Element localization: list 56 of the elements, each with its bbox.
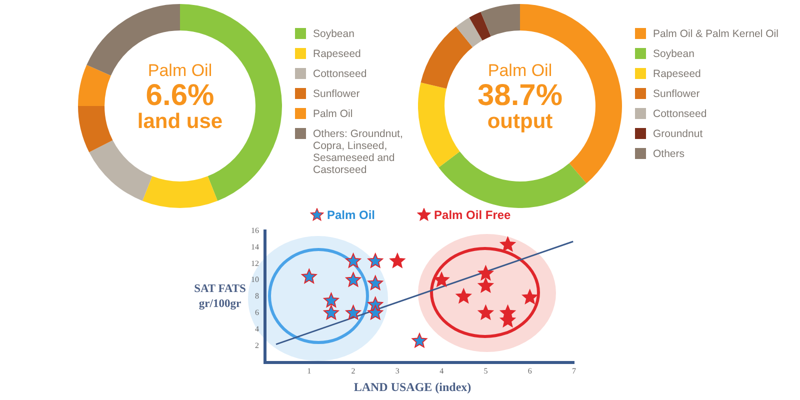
- x-tick-label: 2: [351, 366, 356, 376]
- y-tick-label: 6: [255, 308, 259, 318]
- legend-label: Sunflower: [313, 88, 360, 100]
- x-tick-label: 7: [572, 366, 576, 376]
- point: [500, 236, 516, 252]
- x-tick-label: 6: [528, 366, 532, 376]
- text: Palm Oil: [486, 61, 554, 80]
- point: [368, 275, 383, 290]
- legend-label: Others: [653, 148, 685, 160]
- legend-label: Cottonseed: [313, 68, 367, 80]
- point: [368, 305, 383, 320]
- point: [390, 253, 406, 268]
- y-tick-label: 2: [255, 341, 259, 350]
- point: [346, 253, 361, 268]
- text: Palm Oil: [146, 61, 214, 80]
- point: [478, 278, 494, 292]
- legend-label: Soybean: [313, 28, 354, 40]
- x-tick-label: 4: [440, 366, 444, 376]
- legend-label: Palm Oil: [327, 208, 376, 222]
- point: [346, 305, 361, 320]
- point: [324, 292, 339, 308]
- legend-label: Palm Oil & Palm Kernel Oil: [653, 28, 778, 40]
- x-tick-label: 1: [307, 366, 312, 376]
- y-tick-label: 14: [251, 242, 259, 252]
- point: [324, 305, 339, 320]
- x-tick-label: 5: [484, 366, 488, 376]
- legend-label: Groundnut: [653, 128, 703, 140]
- y-tick-label: 12: [251, 258, 259, 268]
- y-tick-label: 10: [251, 275, 259, 284]
- point: [302, 268, 317, 284]
- text: land use: [136, 110, 224, 134]
- point: [522, 289, 538, 304]
- text: 6.6%: [144, 78, 216, 112]
- x-tick-label: 3: [395, 366, 400, 376]
- legend-label: Palm Oil Free: [434, 208, 511, 222]
- point: [368, 253, 383, 268]
- point: [434, 272, 450, 287]
- point: [478, 266, 494, 280]
- text: 38.7%: [476, 78, 564, 112]
- legend-label: Rapeseed: [653, 68, 701, 80]
- legend-label: Palm Oil: [313, 108, 353, 120]
- point: [456, 288, 472, 304]
- legend-label: Soybean: [653, 48, 694, 60]
- point: [346, 272, 361, 287]
- legend-label: Others: Groundnut, Copra, Linseed, Sesameseed and Castorseed: [313, 128, 403, 176]
- point: [478, 305, 494, 320]
- legend-label: Rapeseed: [313, 48, 361, 60]
- y-tick-label: 8: [255, 292, 259, 301]
- y-tick-label: 4: [255, 324, 259, 334]
- y-tick-label: 16: [251, 226, 259, 235]
- legend-label: Cottonseed: [653, 108, 707, 120]
- text: output: [486, 110, 554, 134]
- point: [412, 333, 428, 348]
- y-axis-title: SAT FATS gr/100gr: [193, 282, 247, 312]
- legend-label: Sunflower: [653, 88, 700, 100]
- x-axis-title: LAND USAGE (index): [352, 380, 472, 395]
